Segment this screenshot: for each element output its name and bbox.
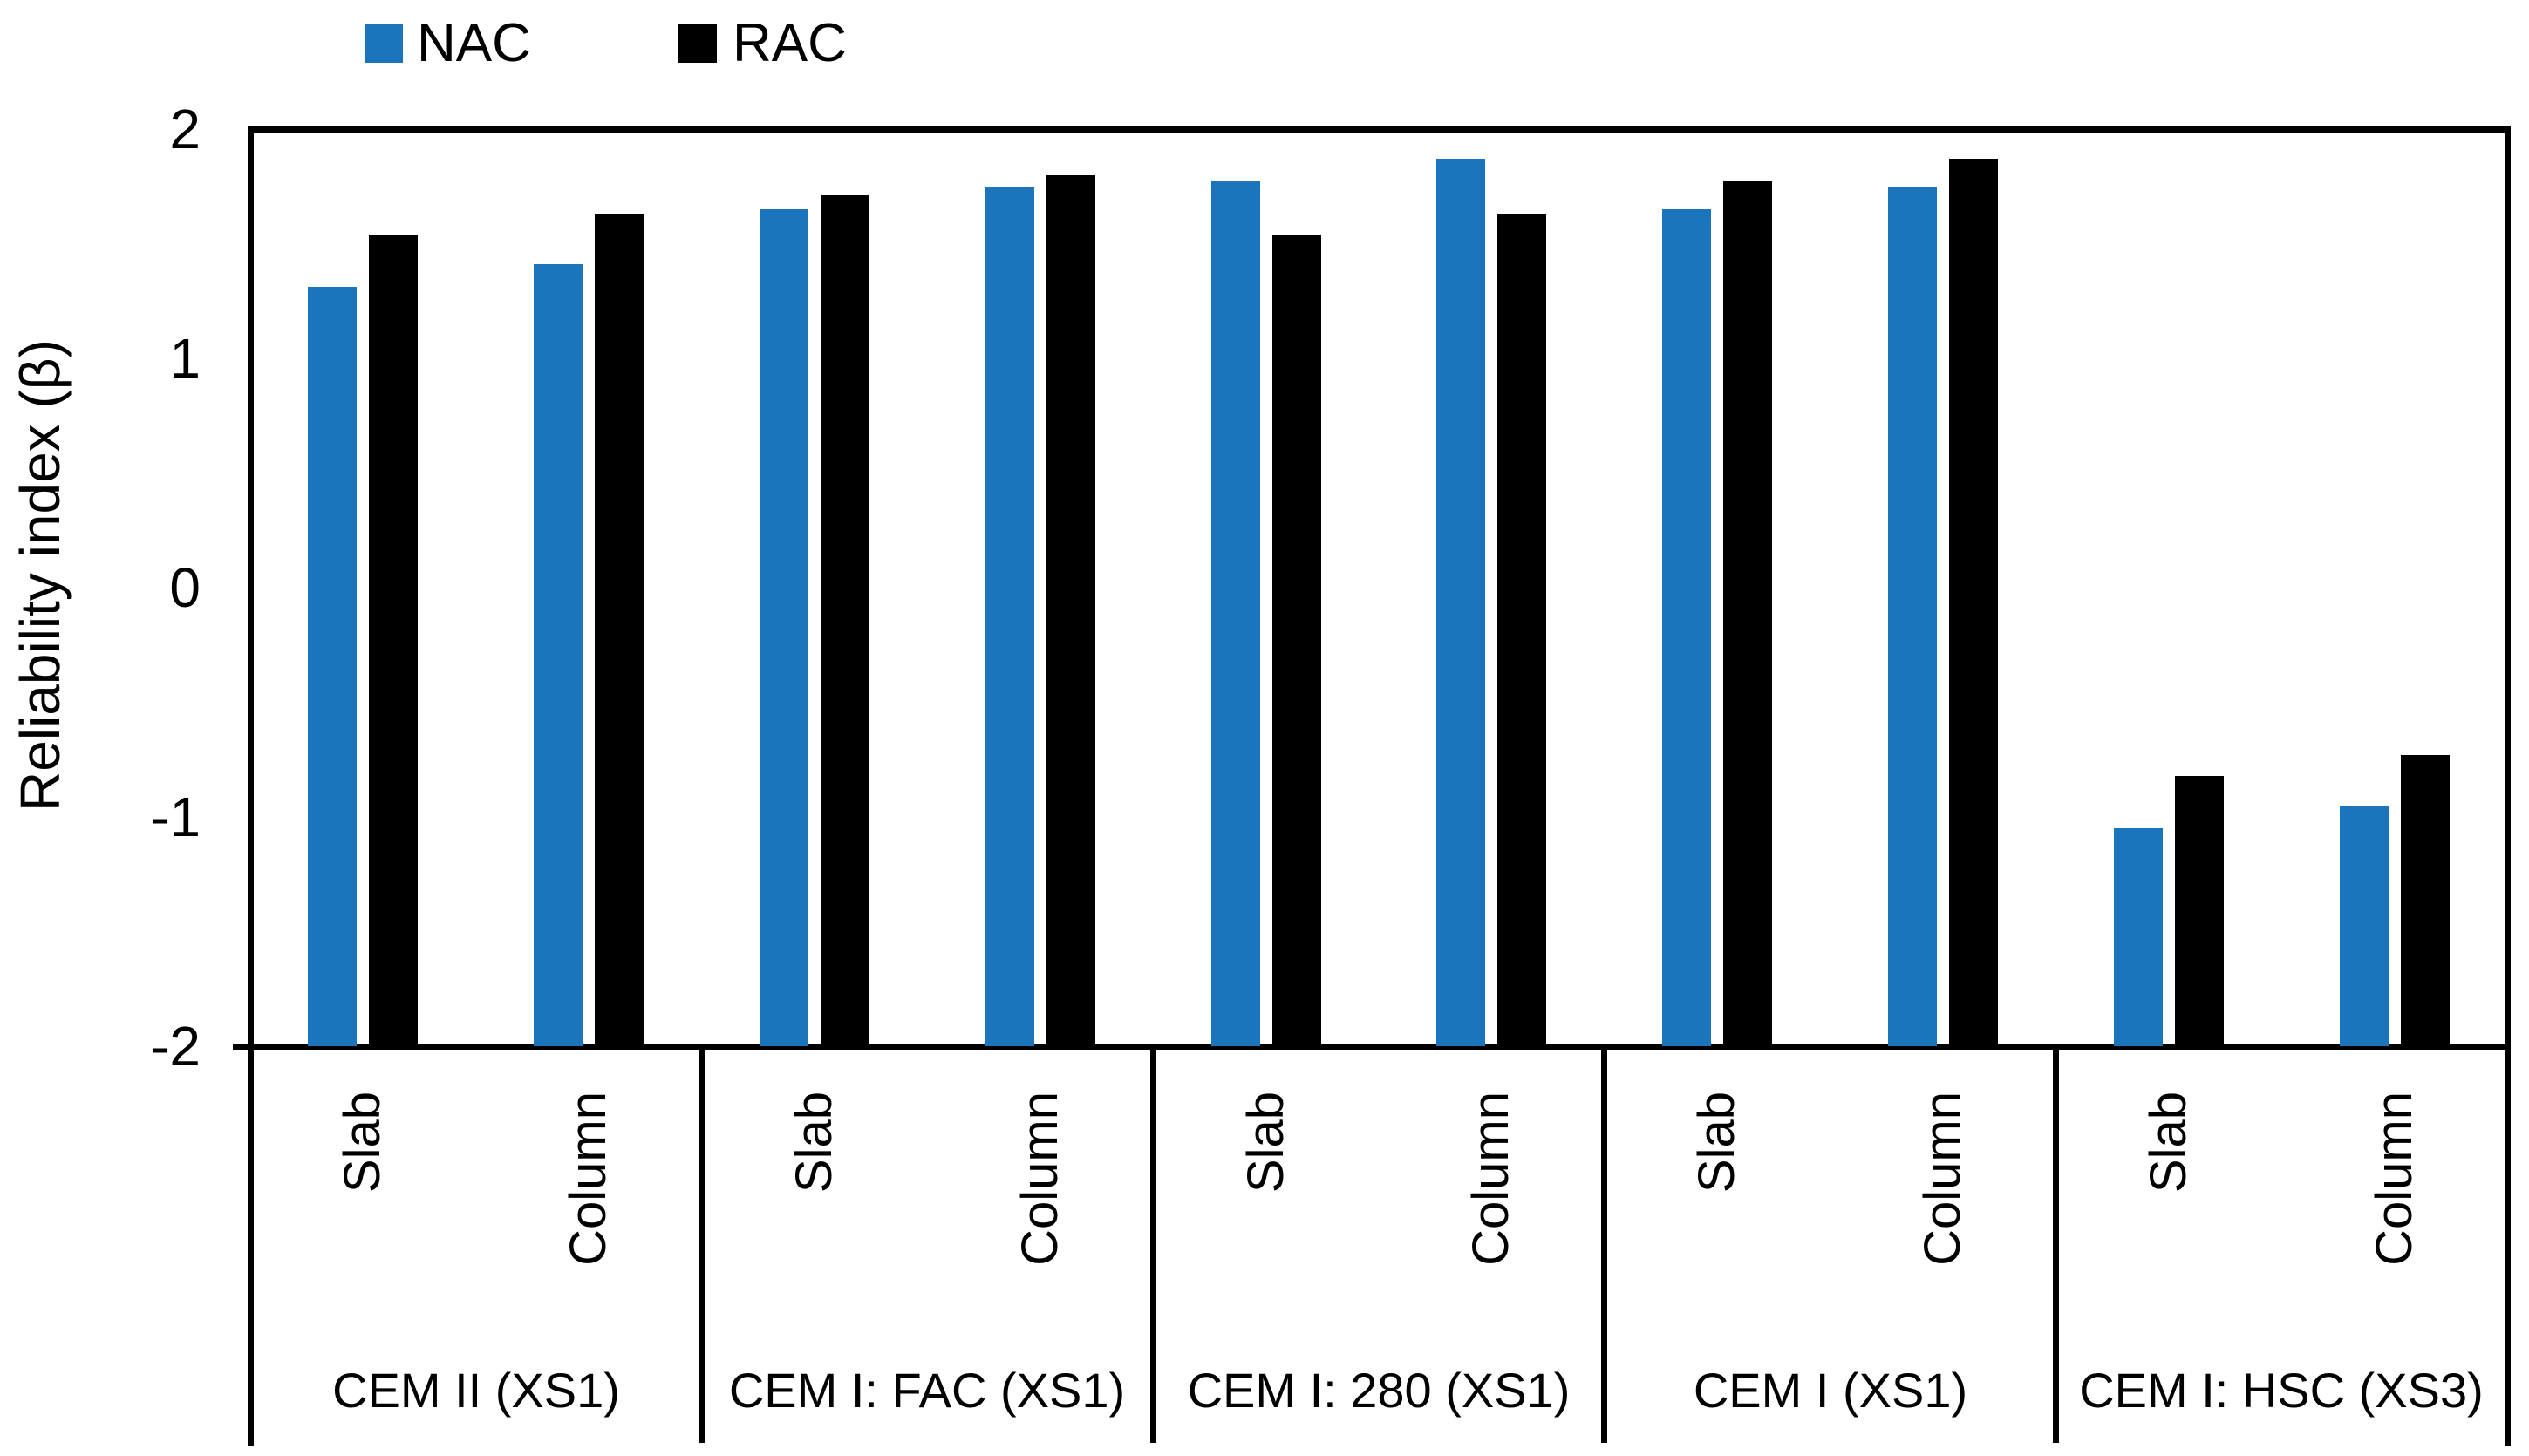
bar-nac-slab xyxy=(2114,828,2163,1046)
bar-nac-column xyxy=(2340,806,2389,1046)
group-divider-line xyxy=(699,1046,705,1443)
bar-nac-slab xyxy=(1662,209,1711,1046)
bar-nac-column xyxy=(985,187,1034,1046)
legend-swatch-nac-icon xyxy=(365,24,403,63)
group-label: CEM II (XS1) xyxy=(332,1363,620,1418)
group-label: CEM I: HSC (XS3) xyxy=(2079,1363,2484,1418)
subcategory-label: Column xyxy=(1012,1092,1068,1266)
legend-label-rac: RAC xyxy=(733,13,847,73)
y-tick-label: -2 xyxy=(151,1015,201,1078)
group-label: CEM I: FAC (XS1) xyxy=(728,1363,1126,1418)
group-divider-line xyxy=(1601,1046,1607,1443)
group-divider-line xyxy=(2053,1046,2059,1443)
bar-rac-slab xyxy=(1723,181,1772,1046)
bar-rac-slab xyxy=(821,195,869,1046)
subcategory-label: Slab xyxy=(2140,1092,2197,1194)
subcategory-label: Slab xyxy=(786,1092,842,1194)
bar-rac-slab xyxy=(1272,235,1321,1046)
legend-swatch-rac-icon xyxy=(678,24,717,63)
bar-rac-slab xyxy=(369,235,418,1046)
y-tick-label: 1 xyxy=(169,327,201,390)
legend-label-nac: NAC xyxy=(417,13,531,73)
y-tick-label: -1 xyxy=(151,786,201,848)
subcategory-label: Slab xyxy=(1237,1092,1294,1194)
bar-nac-column xyxy=(534,264,583,1046)
plot-border-right xyxy=(2505,126,2511,1446)
bar-rac-column xyxy=(1046,175,1095,1046)
bar-rac-column xyxy=(1497,214,1546,1046)
subcategory-label: Slab xyxy=(334,1092,391,1194)
bar-rac-column xyxy=(1949,159,1998,1046)
bar-nac-slab xyxy=(1211,181,1260,1046)
subcategory-label: Column xyxy=(1914,1092,1971,1266)
bar-rac-column xyxy=(595,214,644,1046)
bar-rac-slab xyxy=(2175,776,2224,1046)
subcategory-label: Column xyxy=(560,1092,617,1266)
bar-nac-slab xyxy=(760,209,808,1046)
subcategory-label: Slab xyxy=(1688,1092,1745,1194)
bar-nac-slab xyxy=(308,287,357,1046)
y-tick-label: 0 xyxy=(169,556,201,619)
x-axis-line xyxy=(233,1044,2507,1050)
group-label: CEM I (XS1) xyxy=(1693,1363,1968,1418)
group-divider-line xyxy=(1150,1046,1156,1443)
y-tick-label: 2 xyxy=(169,98,201,160)
bar-nac-column xyxy=(1888,187,1937,1046)
bar-rac-column xyxy=(2401,755,2450,1046)
bar-nac-column xyxy=(1436,159,1485,1046)
subcategory-label: Column xyxy=(1462,1092,1519,1266)
y-axis-line xyxy=(248,126,254,1446)
plot-border-top xyxy=(248,126,2511,133)
group-label: CEM I: 280 (XS1) xyxy=(1187,1363,1571,1418)
subcategory-label: Column xyxy=(2366,1092,2423,1266)
